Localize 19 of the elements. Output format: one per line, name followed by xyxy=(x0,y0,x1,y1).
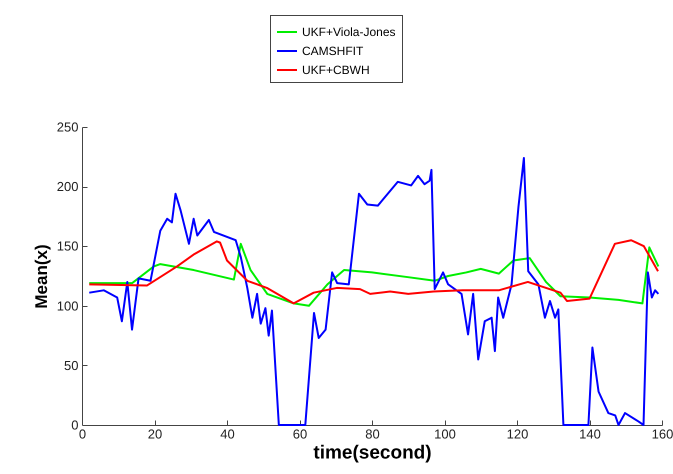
x-tick-label: 40 xyxy=(220,426,235,442)
x-tick-label: 140 xyxy=(579,426,601,442)
legend-label: CAMSHFIT xyxy=(302,44,364,58)
legend-label: UKF+Viola-Jones xyxy=(302,25,396,39)
y-tick-label: 150 xyxy=(56,238,78,254)
x-tick-label: 20 xyxy=(148,426,162,442)
x-tick-label: 60 xyxy=(292,426,308,442)
line-series xyxy=(88,156,660,426)
y-tick-label: 200 xyxy=(56,179,78,194)
x-axis-title: time(second) xyxy=(313,442,432,464)
x-tick-label: 120 xyxy=(506,426,528,442)
y-tick-label: 100 xyxy=(56,298,78,314)
legend-label: UKF+CBWH xyxy=(302,63,370,77)
y-tick-label: 250 xyxy=(56,120,78,134)
x-tick-label: 80 xyxy=(365,426,380,442)
y-tick-label: 50 xyxy=(64,358,78,373)
x-tick-label: 160 xyxy=(652,426,673,442)
y-axis-title: Mean(x) xyxy=(32,244,51,309)
x-tick-label: 100 xyxy=(434,426,456,442)
